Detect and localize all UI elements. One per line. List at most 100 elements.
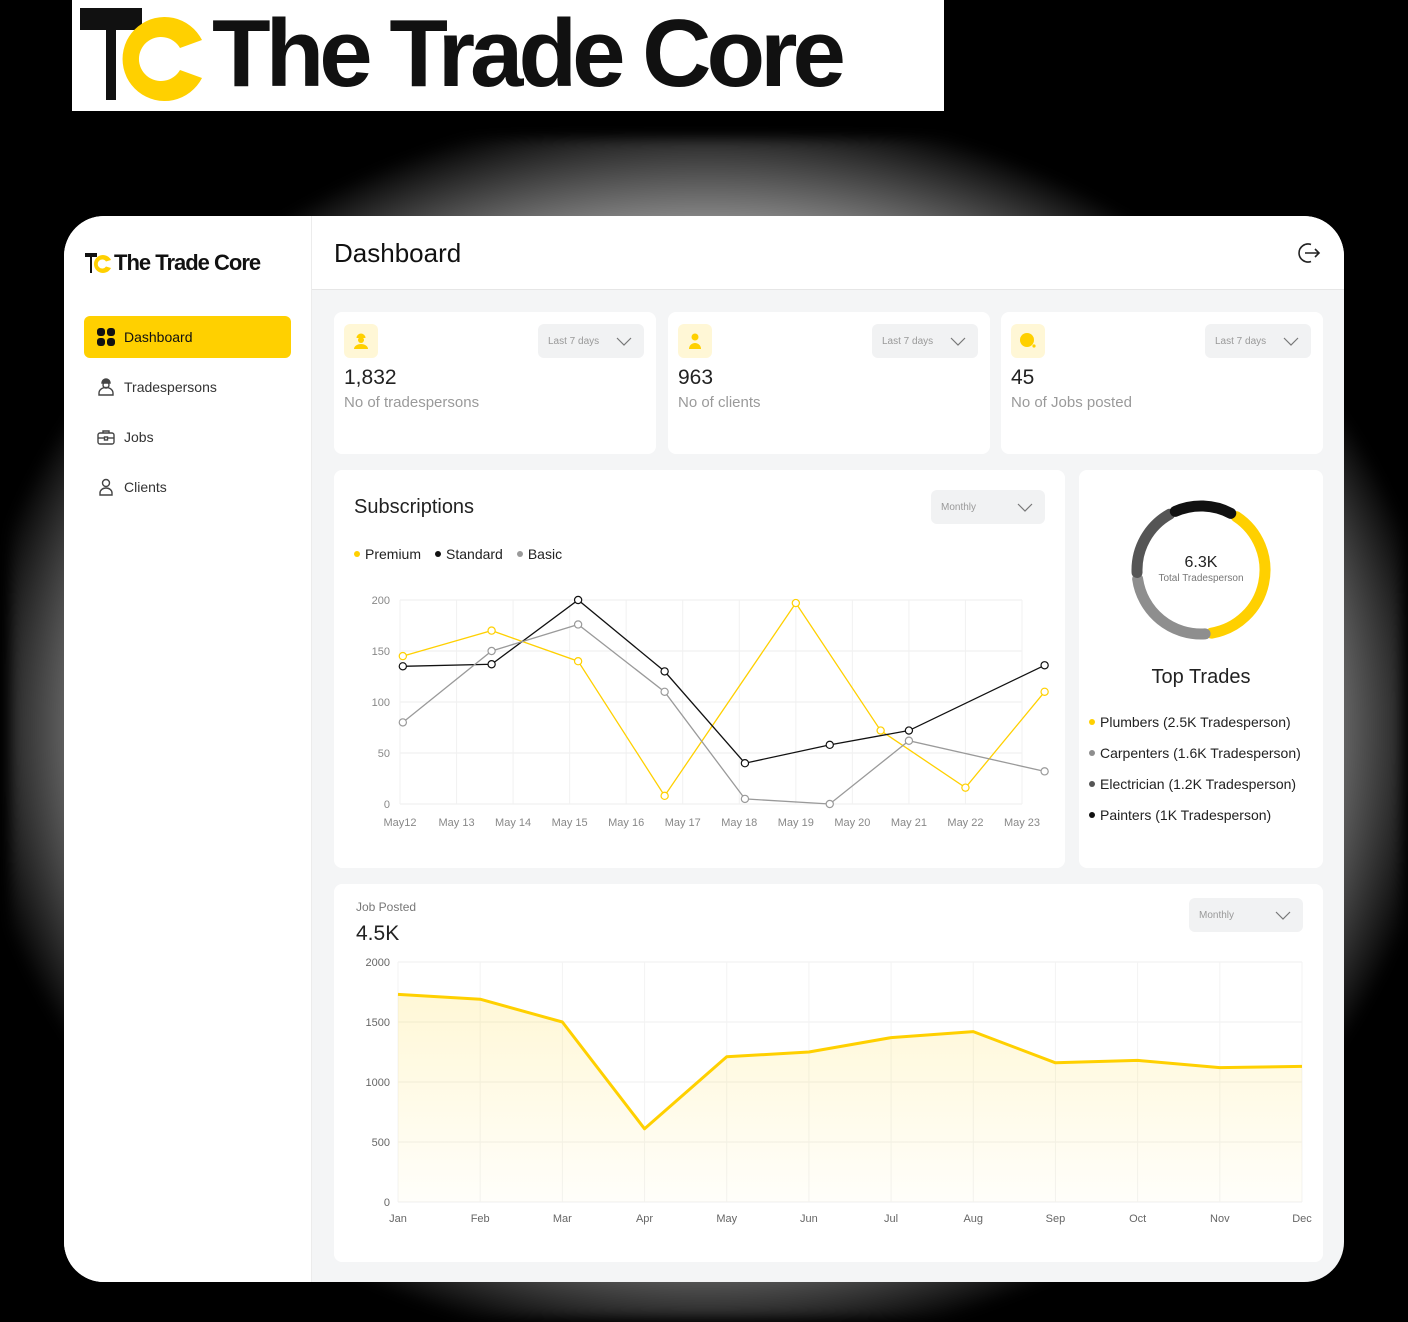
donut-total-value: 6.3K xyxy=(1184,554,1218,571)
sidebar-item-label: Clients xyxy=(124,479,167,495)
data-point xyxy=(660,667,669,676)
briefcase-icon xyxy=(96,427,116,447)
x-tick-label: May xyxy=(716,1213,737,1225)
subscriptions-card: Subscriptions Monthly Premium Standard B… xyxy=(334,470,1065,868)
sidebar-nav: Dashboard Tradespersons Jobs Clients xyxy=(84,316,291,516)
x-tick-label: May 13 xyxy=(439,817,475,829)
data-point xyxy=(904,726,914,735)
grid-icon xyxy=(96,327,116,347)
range-select[interactable]: Last 7 days xyxy=(538,324,644,358)
brand-banner-title: The Trade Core xyxy=(212,0,846,107)
jobs-posted-label: Job Posted xyxy=(356,900,417,914)
dashboard-window: The Trade Core Dashboard Tradespersons J… xyxy=(64,216,1344,1282)
jobs-posted-card: Job Posted 4.5K Monthly 0 500 1000 1500 2000… xyxy=(334,884,1323,1262)
range-select-value: Last 7 days xyxy=(882,335,934,347)
range-select-value: Last 7 days xyxy=(548,335,600,347)
chevron-down-icon xyxy=(616,337,632,346)
stat-card-jobs-posted: Last 7 days 45 No of Jobs posted xyxy=(1001,312,1323,454)
legend-dot xyxy=(1089,780,1095,787)
list-item: Electrician (1.2K Tradesperson) xyxy=(1089,768,1301,799)
data-point xyxy=(961,783,970,792)
list-item: Plumbers (2.5K Tradesperson) xyxy=(1089,706,1301,737)
series-line-standard xyxy=(402,599,1045,764)
sidebar-item-clients[interactable]: Clients xyxy=(84,466,291,508)
x-tick-label: Jun xyxy=(800,1213,818,1225)
stat-value: 963 xyxy=(678,366,714,389)
sidebar-item-label: Dashboard xyxy=(124,329,193,345)
sidebar-logo[interactable]: The Trade Core xyxy=(84,248,261,278)
data-point xyxy=(487,646,496,656)
series-line-basic xyxy=(402,623,1045,805)
worker-icon xyxy=(96,377,116,397)
legend-item-premium[interactable]: Premium xyxy=(354,546,421,562)
donut-total-label: Total Tradesperson xyxy=(1158,573,1244,584)
data-point xyxy=(1040,661,1049,670)
area-line xyxy=(397,992,1303,1131)
x-tick-label: Mar xyxy=(553,1213,572,1225)
legend-item-basic[interactable]: Basic xyxy=(516,546,562,562)
x-tick-label: May 20 xyxy=(834,817,870,829)
data-point xyxy=(1040,687,1049,697)
sidebar-item-tradespersons[interactable]: Tradespersons xyxy=(84,366,291,408)
range-select-value: Monthly xyxy=(941,501,977,513)
range-select[interactable]: Monthly xyxy=(931,490,1045,524)
logout-icon[interactable] xyxy=(1296,240,1322,266)
trade-core-logo-icon xyxy=(80,8,202,101)
data-point xyxy=(876,726,885,735)
client-icon xyxy=(678,324,712,358)
trade-label: Electrician (1.2K Tradesperson) xyxy=(1100,775,1297,792)
subscriptions-legend: Premium Standard Basic xyxy=(354,546,576,562)
sidebar-item-label: Tradespersons xyxy=(124,379,217,395)
trade-label: Carpenters (1.6K Tradesperson) xyxy=(1100,744,1301,761)
x-tick-label: May 22 xyxy=(947,817,983,829)
x-tick-label: May 15 xyxy=(552,817,588,829)
data-point xyxy=(573,620,583,629)
y-tick-label: 200 xyxy=(372,595,390,607)
data-point xyxy=(825,799,834,809)
x-tick-label: May 18 xyxy=(721,817,757,829)
legend-item-standard[interactable]: Standard xyxy=(435,546,503,562)
stat-card-clients: Last 7 days 963 No of clients xyxy=(668,312,990,454)
stat-card-tradespersons: Last 7 days 1,832 No of tradespersons xyxy=(334,312,656,454)
user-icon xyxy=(96,477,116,497)
data-point xyxy=(660,687,669,697)
range-select[interactable]: Last 7 days xyxy=(872,324,978,358)
range-select[interactable]: Monthly xyxy=(1189,898,1303,932)
x-tick-label: May 14 xyxy=(495,817,531,829)
stat-label: No of Jobs posted xyxy=(1011,394,1132,411)
sidebar-item-jobs[interactable]: Jobs xyxy=(84,416,291,458)
data-point xyxy=(487,626,496,635)
list-item: Carpenters (1.6K Tradesperson) xyxy=(1089,737,1301,768)
data-point xyxy=(487,660,496,669)
y-tick-label: 0 xyxy=(384,1197,390,1209)
x-tick-label: May 17 xyxy=(665,817,701,829)
worker-icon xyxy=(344,324,378,358)
top-trades-donut-chart xyxy=(1131,500,1271,640)
top-bar: Dashboard xyxy=(312,216,1344,290)
legend-dot xyxy=(1089,749,1095,756)
donut-slice xyxy=(1169,500,1237,519)
trade-label: Painters (1K Tradesperson) xyxy=(1100,806,1272,823)
data-point xyxy=(825,740,834,750)
page-title: Dashboard xyxy=(334,238,462,268)
sidebar-item-dashboard[interactable]: Dashboard xyxy=(84,316,291,358)
trade-label: Plumbers (2.5K Tradesperson) xyxy=(1100,713,1291,730)
x-tick-label: Oct xyxy=(1129,1213,1146,1225)
jobs-posted-value: 4.5K xyxy=(356,922,400,945)
subscriptions-title: Subscriptions xyxy=(354,496,475,518)
legend-dot xyxy=(435,551,442,557)
area-fill xyxy=(398,994,1302,1202)
data-point xyxy=(740,794,750,804)
x-tick-label: Jan xyxy=(389,1213,407,1225)
data-point xyxy=(740,758,750,768)
sidebar-item-label: Jobs xyxy=(124,429,154,445)
y-tick-label: 1000 xyxy=(366,1077,390,1089)
brand-banner: The Trade Core xyxy=(72,0,944,111)
stat-label: No of tradespersons xyxy=(344,394,480,411)
donut-slice xyxy=(1205,511,1271,639)
range-select-value: Monthly xyxy=(1199,909,1235,921)
top-trades-card: 6.3K Total Tradesperson Top Trades Plumb… xyxy=(1079,470,1323,868)
x-tick-label: May 23 xyxy=(1004,817,1040,829)
stat-value: 45 xyxy=(1011,366,1035,389)
range-select[interactable]: Last 7 days xyxy=(1205,324,1311,358)
